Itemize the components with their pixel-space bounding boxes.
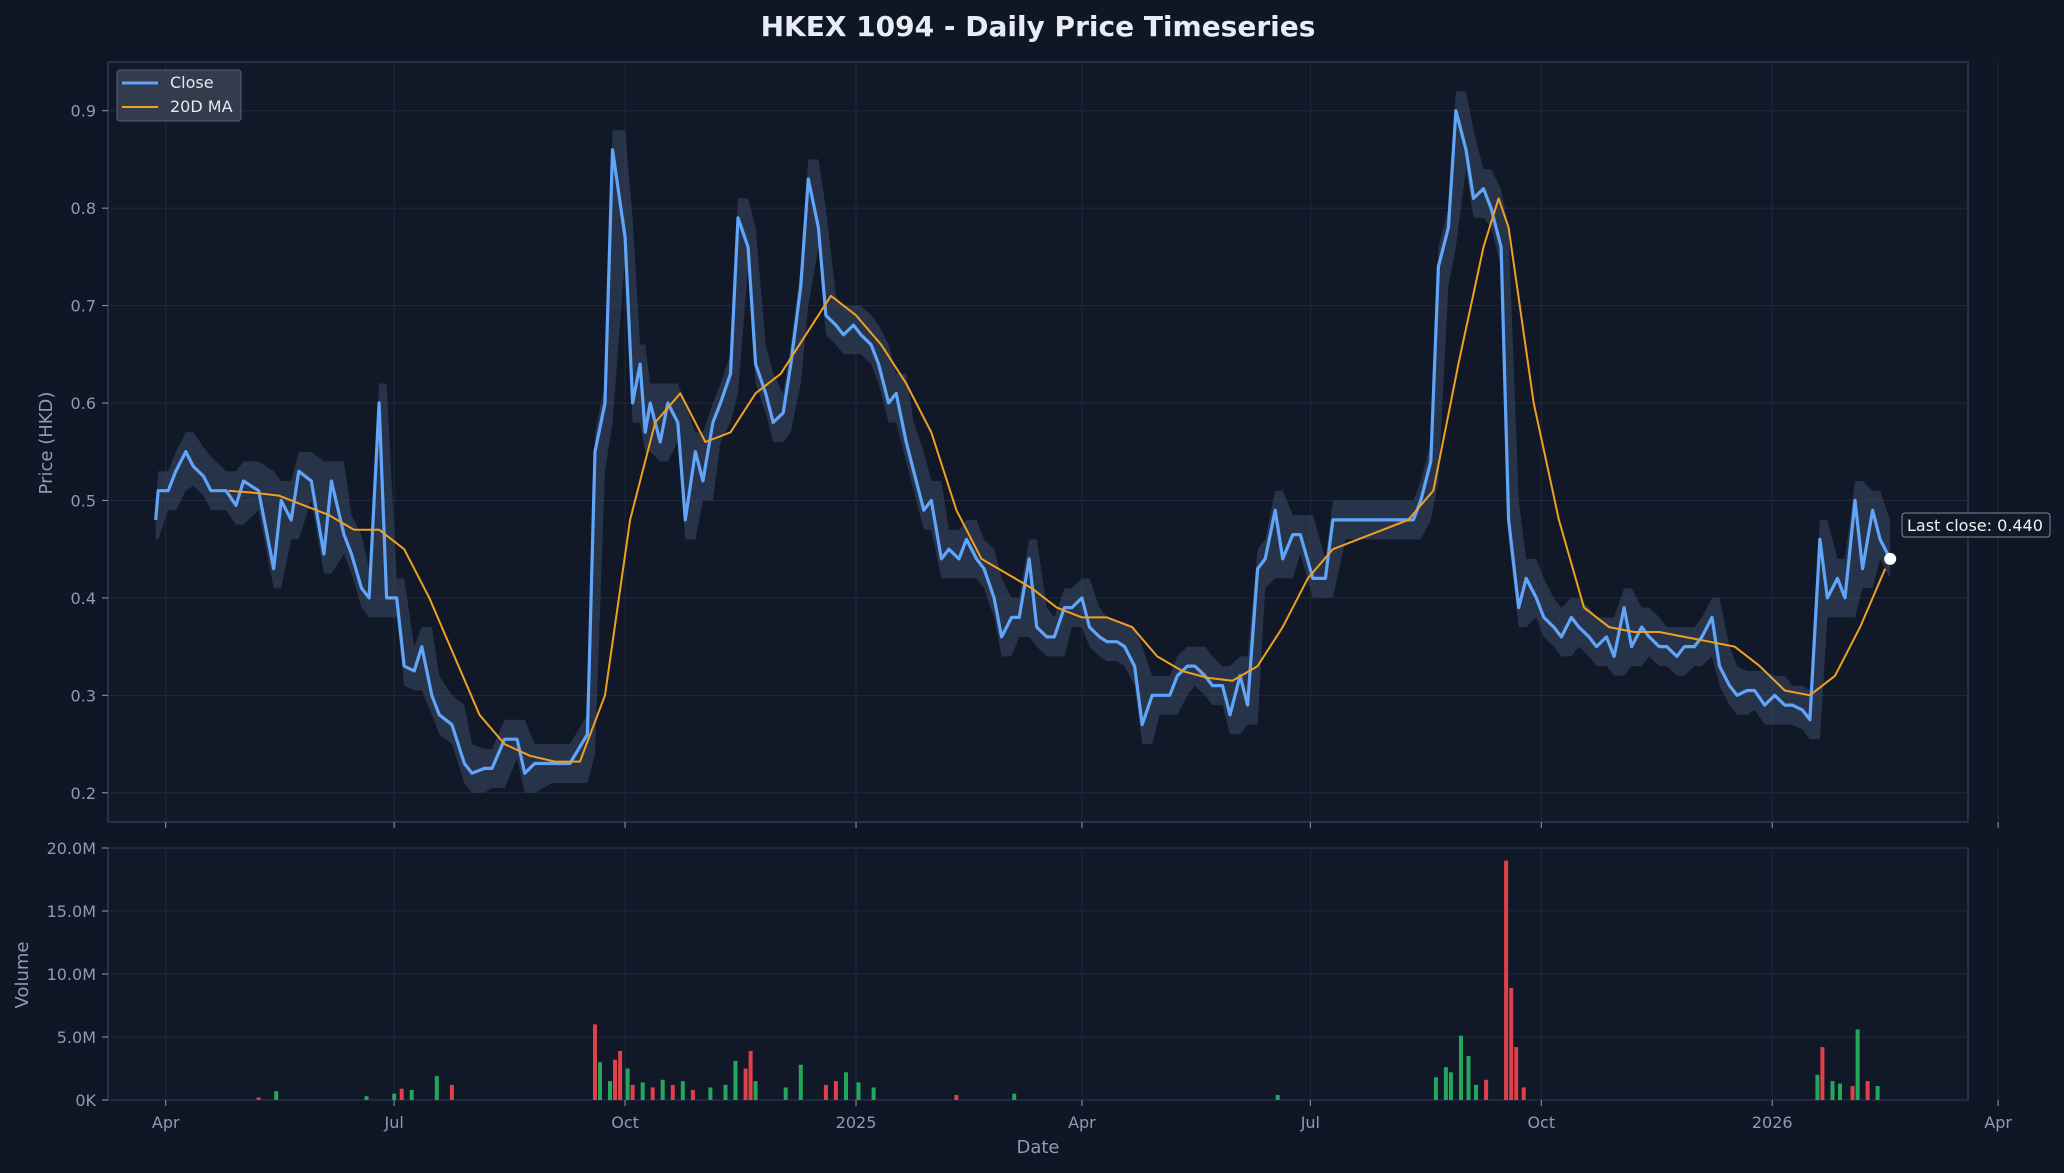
- price-y-axis-label: Price (HKD): [36, 392, 57, 495]
- x-tick-label: Oct: [611, 1113, 639, 1132]
- volume-bar: [844, 1072, 848, 1100]
- x-tick-label: Apr: [1068, 1113, 1096, 1132]
- price-tick-label: 0.5: [71, 491, 96, 510]
- chart-title: HKEX 1094 - Daily Price Timeseries: [761, 10, 1316, 43]
- x-tick-label: Oct: [1527, 1113, 1555, 1132]
- legend-ma-label: 20D MA: [170, 97, 233, 116]
- volume-bar: [618, 1050, 623, 1100]
- volume-bar: [409, 1089, 414, 1100]
- volume-bar: [1459, 1035, 1463, 1100]
- volume-bar: [856, 1082, 861, 1100]
- volume-bar: [256, 1097, 261, 1100]
- x-tick-label: Jul: [383, 1113, 403, 1132]
- x-tick-label: 2025: [836, 1113, 877, 1132]
- volume-bar: [1850, 1086, 1855, 1100]
- volume-bar: [608, 1081, 612, 1100]
- volume-bar: [1865, 1081, 1870, 1100]
- volume-bar: [690, 1089, 695, 1100]
- volume-bar: [1443, 1067, 1448, 1100]
- price-series-group: [154, 109, 1892, 775]
- date-x-ticks: Apr Jul Oct 2025 Apr Jul Oct 2026 Apr: [152, 822, 2012, 1132]
- volume-bar: [364, 1096, 369, 1100]
- volume-bar: [1838, 1083, 1842, 1100]
- x-tick-label: Jul: [1300, 1113, 1320, 1132]
- volume-y-axis-label: Volume: [12, 942, 33, 1009]
- price-tick-label: 0.2: [71, 784, 96, 803]
- volume-bar: [399, 1088, 404, 1100]
- volume-bar: [1448, 1072, 1453, 1100]
- volume-bar: [670, 1084, 675, 1100]
- volume-bar: [833, 1081, 838, 1100]
- volume-bar: [660, 1079, 665, 1100]
- price-tick-label: 0.8: [71, 199, 96, 218]
- volume-bar: [630, 1084, 635, 1100]
- volume-bar: [798, 1064, 803, 1100]
- volume-bar: [1275, 1095, 1280, 1100]
- volume-gridlines: [108, 847, 1999, 1101]
- x-tick-label: Apr: [152, 1113, 180, 1132]
- volume-bar: [733, 1060, 738, 1100]
- volume-y-ticks: 0K 5.0M 10.0M 15.0M 20.0M: [47, 839, 108, 1110]
- last-close-marker: [1884, 552, 1897, 565]
- volume-bar: [1504, 860, 1509, 1100]
- close-price-line: [154, 109, 1892, 775]
- volume-bar: [613, 1059, 617, 1100]
- volume-bar: [823, 1084, 828, 1100]
- volume-bar: [593, 1024, 597, 1100]
- volume-tick-label: 10.0M: [47, 965, 96, 984]
- last-close-annotation: Last close: 0.440: [1884, 512, 2051, 565]
- volume-bar: [274, 1091, 279, 1100]
- volume-bar: [434, 1076, 439, 1100]
- volume-bar: [1012, 1093, 1017, 1100]
- volume-bar: [1509, 987, 1514, 1100]
- volume-bar: [1521, 1087, 1526, 1100]
- volume-bar: [753, 1081, 758, 1100]
- volume-bar: [1855, 1029, 1860, 1100]
- last-close-label: Last close: 0.440: [1907, 516, 2043, 535]
- volume-bar: [640, 1082, 645, 1100]
- volume-bar: [748, 1050, 753, 1100]
- volume-tick-label: 5.0M: [57, 1028, 96, 1047]
- volume-bar: [743, 1068, 748, 1100]
- volume-bar: [708, 1087, 713, 1100]
- volume-tick-label: 20.0M: [47, 839, 96, 858]
- price-tick-label: 0.6: [71, 394, 96, 413]
- volume-bar: [1466, 1055, 1471, 1100]
- volume-bar: [1433, 1077, 1438, 1100]
- x-axis-label: Date: [1016, 1137, 1059, 1158]
- x-tick-label: Apr: [1984, 1113, 2012, 1132]
- price-tick-label: 0.3: [71, 686, 96, 705]
- legend: Close 20D MA: [116, 69, 242, 122]
- volume-tick-label: 15.0M: [47, 902, 96, 921]
- volume-bars: [256, 860, 1880, 1100]
- volume-bar: [449, 1084, 454, 1100]
- volume-bar: [1815, 1074, 1820, 1100]
- volume-bar: [1484, 1079, 1489, 1100]
- price-tick-label: 0.4: [71, 589, 96, 608]
- volume-bar: [723, 1084, 728, 1100]
- volume-bar: [1830, 1081, 1835, 1100]
- volume-tick-label: 0K: [75, 1091, 96, 1110]
- volume-bar: [650, 1087, 655, 1100]
- ma20-line: [228, 197, 1887, 763]
- price-y-ticks: 0.2 0.3 0.4 0.5 0.6 0.7 0.8 0.9: [71, 102, 108, 803]
- volume-bar: [1875, 1086, 1880, 1100]
- volume-bar: [783, 1087, 788, 1100]
- legend-close-label: Close: [170, 73, 214, 92]
- price-tick-label: 0.9: [71, 102, 96, 121]
- volume-bar: [680, 1081, 685, 1100]
- volume-bar: [598, 1062, 602, 1100]
- x-tick-label: 2026: [1752, 1113, 1793, 1132]
- volume-bar: [1474, 1084, 1478, 1100]
- volume-bar: [625, 1068, 630, 1100]
- volume-bar: [1820, 1047, 1825, 1100]
- volume-bar: [1514, 1047, 1519, 1100]
- volume-bar: [954, 1095, 959, 1100]
- volume-bar: [871, 1087, 876, 1100]
- price-tick-label: 0.7: [71, 297, 96, 316]
- volume-bar: [392, 1093, 397, 1100]
